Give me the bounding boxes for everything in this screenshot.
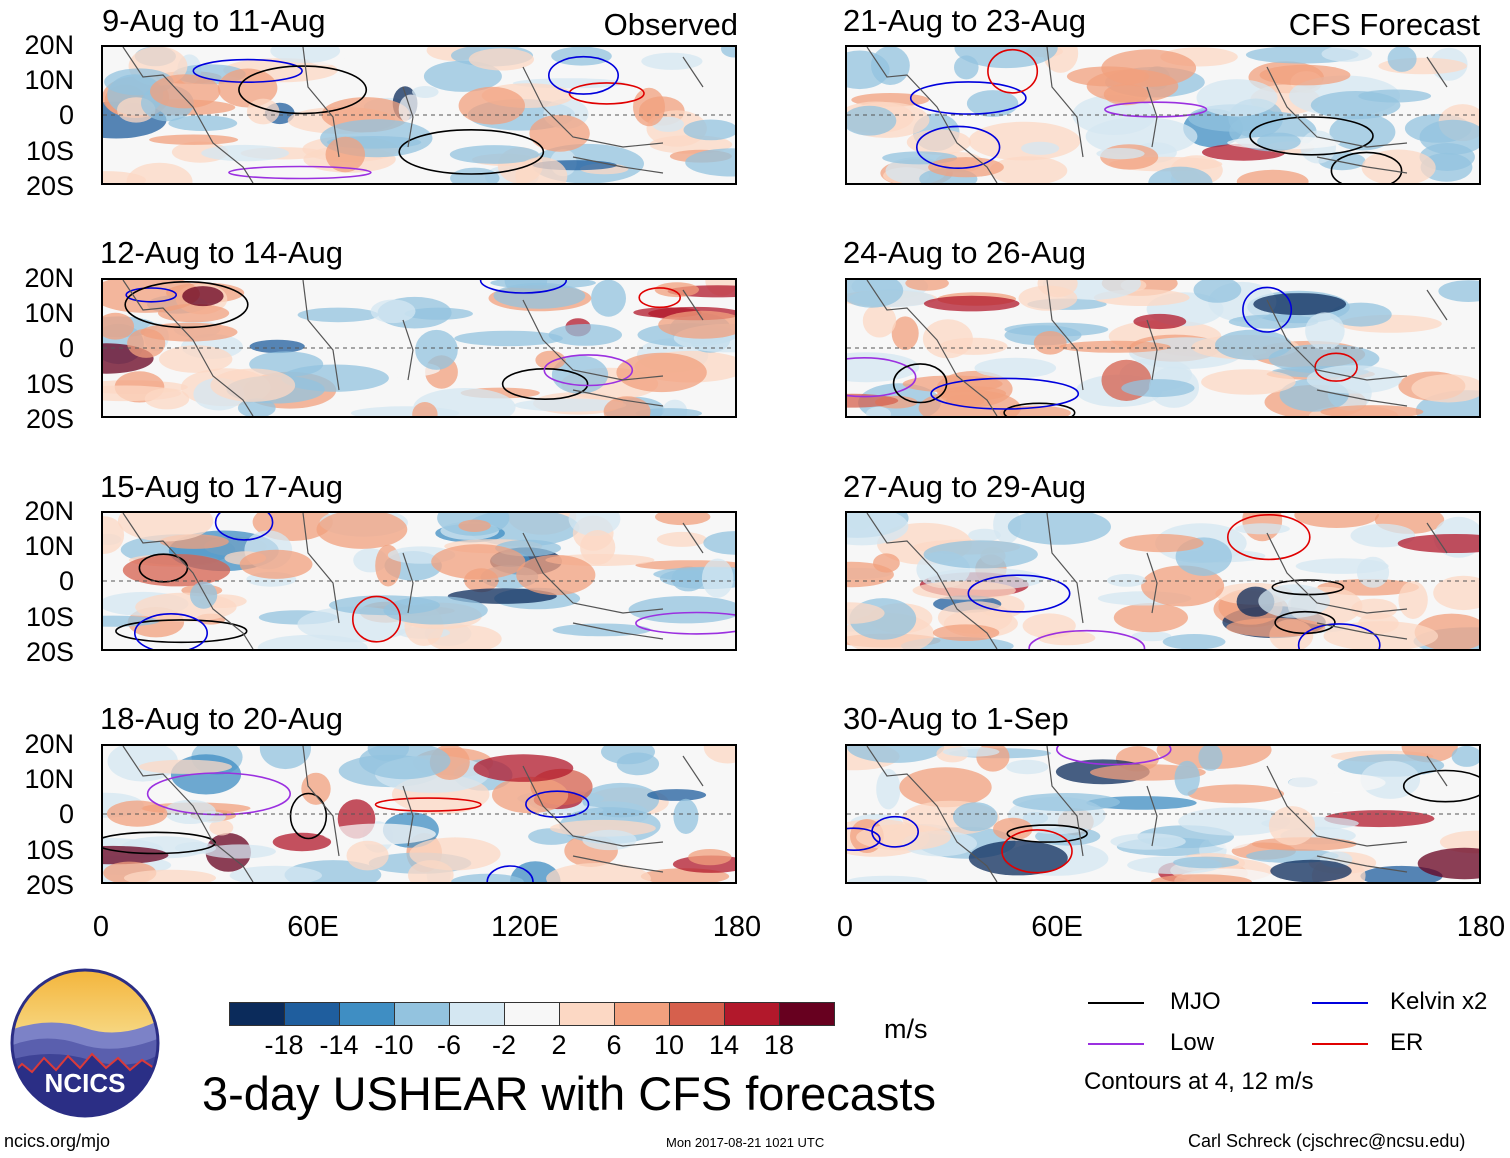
map-panel-right-3 [845,511,1481,651]
legend-line-er [1312,1043,1368,1045]
map-panel-left-3 [101,511,737,651]
colorbar-label: -2 [491,1030,516,1060]
lat-label-10s: 10S [25,369,74,399]
colorbar-swatch [504,1002,560,1026]
legend-line-mjo [1088,1002,1144,1004]
colorbar-label: -6 [436,1030,461,1060]
map-panel-left-2 [101,278,737,418]
lat-label-10n: 10N [24,764,74,794]
map-panel-left-1 [101,45,737,185]
map-panel-right-1 [845,45,1481,185]
panel-title-left-2: 12-Aug to 14-Aug [100,235,344,270]
lat-label-20n: 20N [24,263,74,293]
colorbar-swatch [559,1002,615,1026]
lon-label-0: 0 [836,911,854,943]
colorbar-swatch [724,1002,780,1026]
panel-title-right-4: 30-Aug to 1-Sep [843,701,1069,736]
shear-field [103,746,735,882]
lat-label-10s: 10S [25,136,74,166]
legend-label-low: Low [1170,1029,1215,1056]
lat-label-20s: 20S [25,870,74,900]
lon-label-0: 0 [92,911,110,943]
map-panel-right-2 [845,278,1481,418]
observed-label: Observed [603,7,738,42]
colorbar-swatch [339,1002,395,1026]
lat-label-20n: 20N [24,729,74,759]
lat-label-20s: 20S [25,404,74,434]
panel-title-right-2: 24-Aug to 26-Aug [843,235,1087,270]
legend-label-kelvin: Kelvin x2 [1390,988,1488,1015]
colorbar-swatch [669,1002,725,1026]
legend-label-er: ER [1390,1029,1424,1056]
colorbar-label: 14 [708,1030,740,1060]
main-title: 3-day USHEAR with CFS forecasts [202,1067,936,1120]
lon-label-60e: 60E [1031,911,1083,943]
shear-field [847,280,1479,416]
lat-label-10s: 10S [25,602,74,632]
logo-text: NCICS [45,1068,126,1098]
colorbar-swatch [779,1002,835,1026]
lat-label-10n: 10N [24,298,74,328]
panel-title-left-3: 15-Aug to 17-Aug [100,469,344,504]
colorbar-label: 10 [653,1030,685,1060]
timestamp: Mon 2017-08-21 1021 UTC [666,1135,825,1150]
colorbar-label: -18 [264,1030,304,1060]
shear-field [103,513,735,649]
shear-field [847,47,1479,183]
forecast-label: CFS Forecast [1288,7,1480,42]
lat-label-20s: 20S [25,171,74,201]
colorbar-unit: m/s [884,1014,928,1044]
map-panel-left-4 [101,744,737,884]
panel-title-right-1: 21-Aug to 23-Aug [843,3,1087,38]
shear-field [103,280,735,416]
ncics-logo: NCICS [10,968,160,1118]
shear-field [103,47,735,183]
lat-label-10n: 10N [24,65,74,95]
lon-label-120e: 120E [1235,911,1303,943]
contours-note: Contours at 4, 12 m/s [1084,1068,1314,1095]
shear-field [847,746,1479,882]
colorbar-swatch [284,1002,340,1026]
lat-label-20s: 20S [25,637,74,667]
website-link[interactable]: ncics.org/mjo [4,1131,111,1151]
colorbar-swatch [449,1002,505,1026]
colorbar-label: -10 [374,1030,414,1060]
lon-label-120e: 120E [491,911,559,943]
lon-label-180: 180 [712,911,762,943]
lon-label-180: 180 [1456,911,1506,943]
author-credit: Carl Schreck (cjschrec@ncsu.edu) [1188,1131,1466,1151]
lat-label-0: 0 [58,333,74,363]
panel-title-left-4: 18-Aug to 20-Aug [100,701,344,736]
lat-label-20n: 20N [24,30,74,60]
lat-label-0: 0 [58,799,74,829]
map-panel-right-4 [845,744,1481,884]
panel-title-left-1: 9-Aug to 11-Aug [102,3,326,38]
colorbar-swatch [394,1002,450,1026]
colorbar-label: -14 [319,1030,359,1060]
legend-line-kelvin [1312,1002,1368,1004]
legend-line-low [1088,1043,1144,1045]
colorbar-label: 18 [763,1030,795,1060]
colorbar-swatch [614,1002,670,1026]
colorbar-label: 2 [551,1030,567,1060]
lon-label-60e: 60E [287,911,339,943]
colorbar-swatch [229,1002,285,1026]
lat-label-10n: 10N [24,531,74,561]
lat-label-0: 0 [58,100,74,130]
lat-label-0: 0 [58,566,74,596]
shear-field [847,513,1479,649]
lat-label-20n: 20N [24,496,74,526]
lat-label-10s: 10S [25,835,74,865]
colorbar-label: 6 [606,1030,622,1060]
panel-title-right-3: 27-Aug to 29-Aug [843,469,1087,504]
legend-label-mjo: MJO [1170,988,1221,1015]
